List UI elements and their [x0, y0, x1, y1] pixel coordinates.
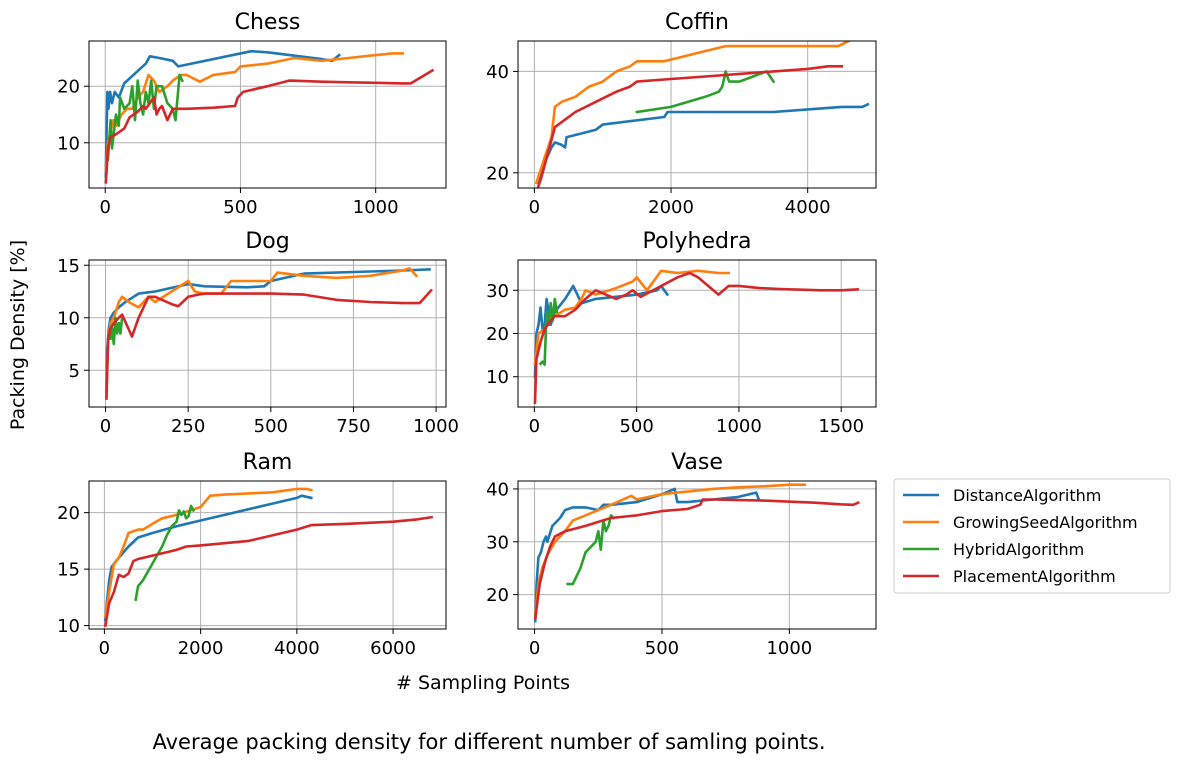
x-tick-label: 2000: [178, 638, 224, 659]
x-tick-label: 500: [619, 416, 653, 437]
y-tick-label: 10: [57, 308, 80, 329]
series-line-placementalgorithm: [104, 68, 435, 184]
subplot-title: Coffin: [665, 10, 729, 35]
x-tick-label: 0: [99, 638, 110, 659]
x-tick-label: 1000: [716, 416, 762, 437]
subplot-title: Chess: [235, 10, 301, 35]
y-tick-label: 10: [57, 133, 80, 154]
y-tick-label: 5: [69, 361, 80, 382]
legend-label-hybridalgorithm: HybridAlgorithm: [953, 540, 1084, 559]
legend-frame: [893, 478, 1171, 594]
series-line-hybridalgorithm: [566, 514, 616, 586]
x-tick-label: 500: [223, 197, 257, 218]
x-tick-label: 0: [529, 638, 540, 659]
series-line-growingseedalgorithm: [534, 41, 851, 185]
series-group: [105, 267, 433, 400]
x-tick-label: 1000: [353, 197, 399, 218]
subplot-ram: 0 2000 4000 6000 10 15 20 Ram: [57, 450, 447, 659]
legend-label-growingseedalgorithm: GrowingSeedAlgorithm: [953, 513, 1138, 532]
y-tick-label: 15: [57, 560, 80, 581]
x-tick-label: 1000: [766, 638, 812, 659]
subplot-polyhedra: 0 500 1000 1500 10 20 30 Polyhedra: [486, 229, 877, 437]
series-line-distancealgorithm: [536, 102, 870, 185]
series-line-placementalgorithm: [103, 515, 434, 628]
series-line-placementalgorithm: [105, 288, 433, 400]
y-tick-label: 20: [57, 503, 80, 524]
plot-frame: [88, 40, 447, 189]
x-tick-label: 0: [529, 197, 540, 218]
x-tick-label: 4000: [785, 197, 831, 218]
y-tick-label: 20: [486, 163, 509, 184]
series-line-growingseedalgorithm: [103, 487, 313, 619]
subplot-coffin: 0 2000 4000 20 40 Coffin: [486, 10, 877, 218]
figure-caption: Average packing density for different nu…: [152, 730, 825, 754]
series-line-growingseedalgorithm: [105, 267, 419, 393]
x-tick-label: 250: [171, 416, 205, 437]
x-tick-label: 1500: [818, 416, 864, 437]
series-line-growingseedalgorithm: [533, 483, 806, 618]
legend-label-distancealgorithm: DistanceAlgorithm: [953, 486, 1101, 505]
series-group: [104, 49, 435, 184]
subplot-title: Polyhedra: [642, 229, 751, 254]
plot-frame: [88, 259, 447, 408]
series-line-placementalgorithm: [533, 271, 859, 405]
x-tick-label: 0: [100, 416, 111, 437]
y-tick-label: 30: [486, 281, 509, 302]
y-tick-label: 20: [486, 324, 509, 345]
x-tick-label: 1000: [413, 416, 459, 437]
subplot-title: Vase: [671, 450, 723, 475]
y-tick-label: 30: [486, 532, 509, 553]
subplot-chess: 0 500 1000 10 20 Chess: [57, 10, 447, 218]
x-tick-label: 0: [100, 197, 111, 218]
x-tick-label: 4000: [274, 638, 320, 659]
series-line-distancealgorithm: [105, 268, 431, 393]
series-line-hybridalgorithm: [134, 504, 196, 602]
series-group: [533, 269, 859, 405]
x-tick-label: 0: [529, 416, 540, 437]
subplot-title: Ram: [243, 450, 293, 475]
legend: DistanceAlgorithm GrowingSeedAlgorithm Hyb…: [893, 478, 1171, 594]
x-tick-label: 500: [645, 638, 679, 659]
x-tick-label: 2000: [648, 197, 694, 218]
y-tick-label: 40: [486, 62, 509, 83]
series-group: [533, 483, 860, 623]
series-line-placementalgorithm: [536, 65, 844, 188]
subplot-title: Dog: [245, 229, 289, 254]
series-line-growingseedalgorithm: [104, 52, 404, 173]
series-line-distancealgorithm: [533, 487, 761, 623]
x-tick-label: 500: [254, 416, 288, 437]
y-tick-label: 10: [486, 367, 509, 388]
y-tick-label: 15: [57, 256, 80, 277]
y-tick-label: 20: [486, 585, 509, 606]
series-line-hybridalgorithm: [109, 316, 124, 346]
x-tick-label: 6000: [370, 638, 416, 659]
x-tick-label: 750: [336, 416, 370, 437]
plot-frame: [517, 40, 877, 189]
y-tick-label: 10: [57, 616, 80, 637]
y-tick-label: 40: [486, 479, 509, 500]
series-group: [534, 41, 870, 188]
series-line-distancealgorithm: [104, 49, 342, 179]
plot-frame: [517, 480, 877, 630]
legend-label-placementalgorithm: PlacementAlgorithm: [953, 567, 1116, 586]
subplot-vase: 0 500 1000 20 30 40 Vase: [486, 450, 877, 659]
shared-y-axis-label: Packing Density [%]: [7, 240, 29, 430]
y-tick-label: 20: [57, 77, 80, 98]
plot-frame: [88, 480, 447, 630]
subplot-dog: 0 250 500 750 1000 5 10 15 Dog: [57, 229, 459, 437]
series-group: [103, 487, 434, 628]
shared-x-axis-label: # Sampling Points: [396, 672, 570, 694]
series-line-distancealgorithm: [103, 494, 313, 622]
series-line-placementalgorithm: [533, 498, 860, 620]
